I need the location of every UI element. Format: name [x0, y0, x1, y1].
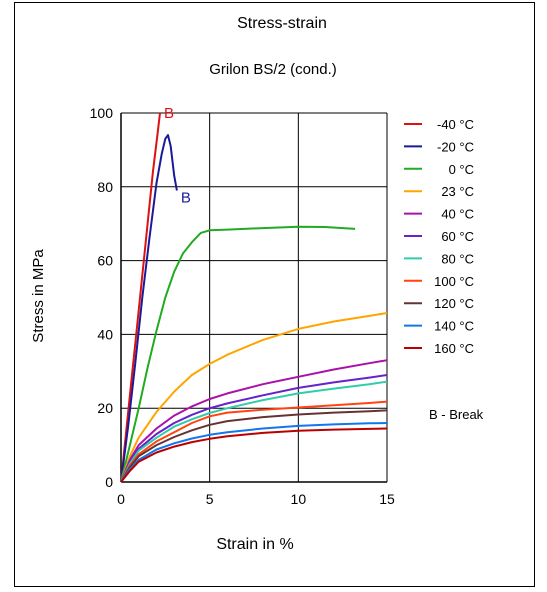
y-tick-label: 0 [105, 474, 113, 490]
x-axis-label: Strain in % [216, 536, 293, 553]
series-line [120, 400, 388, 483]
tick-labels: 0 5 10 15 0 20 40 60 80 100 [90, 105, 395, 507]
legend-entry: -20 °C [437, 139, 474, 154]
series-line [120, 409, 388, 483]
legend-entry: 160 °C [434, 341, 474, 356]
grid-lines [121, 112, 388, 482]
y-tick-label: 80 [97, 179, 113, 195]
legend-entry: 100 °C [434, 274, 474, 289]
break-marker: B [164, 105, 174, 122]
legend-entry: -40 °C [437, 117, 474, 132]
legend-break-note: B - Break [429, 407, 484, 422]
series-line [120, 134, 178, 483]
y-axis-label: Stress in MPa [30, 249, 47, 343]
series-line [120, 225, 356, 483]
x-tick-label: 15 [379, 491, 395, 507]
y-tick-label: 60 [97, 253, 113, 269]
legend-entry: 60 °C [441, 229, 474, 244]
y-tick-label: 100 [90, 105, 114, 121]
series-line [120, 374, 388, 483]
chart-frame [14, 2, 535, 587]
legend-entry: 140 °C [434, 319, 474, 334]
legend: -40 °C -20 °C 0 °C 23 °C 40 °C 60 °C 80 °C 100 … [404, 117, 474, 356]
legend-entry: 120 °C [434, 296, 474, 311]
x-tick-label: 5 [206, 491, 214, 507]
legend-entry: 80 °C [441, 251, 474, 266]
chart-title: Stress-strain [237, 15, 327, 32]
chart-subtitle: Grilon BS/2 (cond.) [209, 61, 337, 78]
series-line [120, 427, 388, 483]
legend-entry: 0 °C [449, 162, 474, 177]
axes [120, 113, 387, 483]
series-line [120, 359, 388, 483]
series-line [120, 312, 388, 483]
plot-area: BB [120, 105, 388, 483]
y-tick-label: 20 [97, 400, 113, 416]
series-line [120, 422, 388, 483]
series-line [120, 112, 161, 483]
legend-entry: 40 °C [441, 207, 474, 222]
series-line [120, 380, 388, 483]
x-tick-label: 0 [117, 491, 125, 507]
break-marker: B [181, 189, 191, 206]
legend-entry: 23 °C [441, 184, 474, 199]
y-tick-label: 40 [97, 326, 113, 342]
x-tick-label: 10 [291, 491, 307, 507]
